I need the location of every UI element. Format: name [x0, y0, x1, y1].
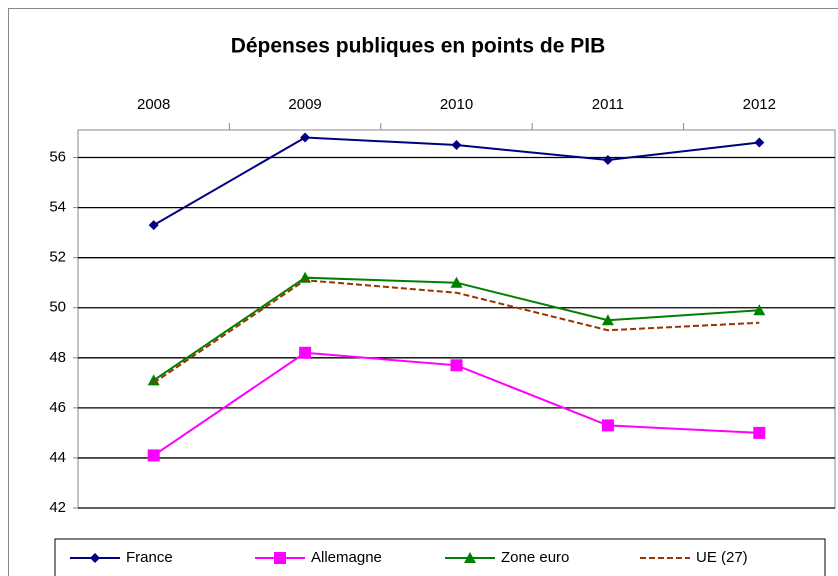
- data-point: [147, 449, 160, 462]
- x-tick-label: 2012: [743, 96, 776, 113]
- legend-label: UE (27): [696, 549, 748, 566]
- y-tick-label: 52: [49, 249, 66, 266]
- data-point: [451, 140, 462, 151]
- legend-marker: [90, 553, 100, 563]
- plot-area: [77, 129, 836, 509]
- x-tick-label: 2010: [440, 96, 473, 113]
- x-tick-label: 2008: [137, 96, 170, 113]
- y-tick-label: 56: [49, 149, 66, 166]
- data-point: [601, 314, 614, 326]
- data-point: [148, 220, 159, 231]
- data-point: [753, 304, 766, 316]
- data-point: [450, 359, 463, 372]
- data-point: [450, 276, 463, 288]
- legend-box: [54, 538, 826, 576]
- data-point: [602, 155, 613, 166]
- legend-label: Allemagne: [311, 549, 382, 566]
- data-point: [601, 419, 614, 432]
- x-tick-label: 2009: [288, 96, 321, 113]
- data-point: [754, 137, 765, 148]
- data-point: [300, 132, 311, 143]
- y-tick-label: 46: [49, 399, 66, 416]
- y-tick-label: 54: [49, 199, 66, 216]
- y-tick-label: 44: [49, 449, 66, 466]
- x-tick-label: 2011: [592, 96, 624, 113]
- legend-marker: [464, 552, 476, 563]
- series-line: [153, 279, 760, 384]
- data-point: [753, 426, 766, 439]
- y-tick-label: 50: [49, 299, 66, 316]
- y-tick-label: 42: [49, 499, 66, 516]
- legend-marker: [274, 552, 286, 564]
- legend-label: France: [126, 549, 173, 566]
- data-point: [147, 374, 160, 386]
- legend-label: Zone euro: [501, 549, 569, 566]
- y-tick-label: 48: [49, 349, 66, 366]
- data-point: [299, 346, 312, 359]
- chart-title: Dépenses publiques en points de PIB: [231, 35, 606, 58]
